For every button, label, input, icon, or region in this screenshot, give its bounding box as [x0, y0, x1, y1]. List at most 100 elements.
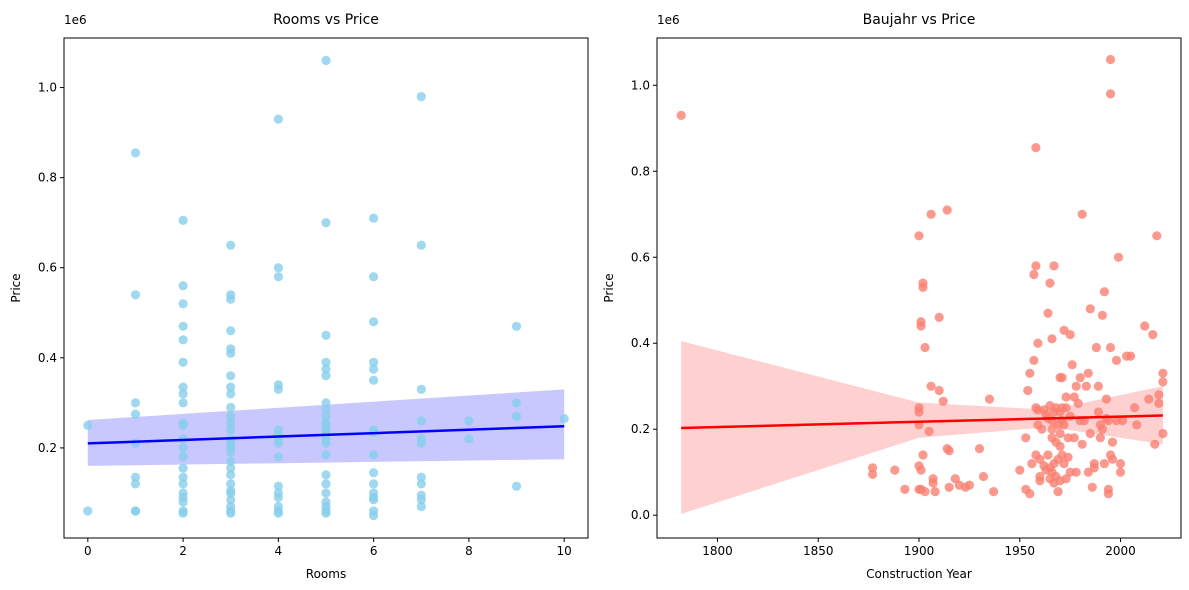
- data-point: [178, 443, 188, 453]
- data-point: [130, 506, 141, 516]
- data-point: [130, 479, 141, 489]
- data-point: [1103, 489, 1113, 499]
- data-point: [226, 456, 236, 466]
- data-point: [178, 281, 188, 291]
- data-point: [978, 471, 989, 482]
- data-point: [1027, 459, 1037, 469]
- data-point: [1071, 381, 1081, 391]
- y-tick-label: 0.4: [38, 351, 57, 365]
- data-point: [416, 438, 426, 448]
- data-point: [130, 290, 141, 300]
- data-point: [1025, 368, 1035, 378]
- data-point: [868, 469, 878, 479]
- data-point: [924, 426, 934, 436]
- y-offset-label: 1e6: [657, 13, 680, 27]
- y-tick-label: 0.4: [631, 336, 650, 350]
- chart-title: Rooms vs Price: [273, 12, 379, 28]
- data-point: [83, 506, 93, 516]
- data-point: [178, 472, 188, 482]
- data-point: [369, 468, 379, 478]
- data-point: [369, 357, 379, 367]
- x-tick-label: 4: [275, 544, 283, 558]
- data-point: [178, 299, 188, 309]
- data-point: [926, 209, 936, 219]
- data-point: [918, 278, 928, 288]
- data-point: [178, 420, 188, 430]
- baujahr-vs-price-panel: 1800 1850 1900 1950 2000 0.0 0.2 0.4 0.6 0.8 1.0 1e…: [602, 12, 1182, 581]
- data-point: [321, 508, 331, 518]
- y-tick-label: 0.8: [631, 164, 650, 178]
- data-point: [1126, 351, 1136, 361]
- data-point: [1158, 428, 1168, 439]
- regression-line: [681, 414, 1163, 430]
- data-point: [916, 465, 926, 475]
- data-point: [920, 487, 930, 497]
- data-point: [1071, 467, 1081, 477]
- data-point: [1043, 308, 1053, 318]
- data-point: [1144, 394, 1154, 404]
- data-point: [1154, 398, 1164, 408]
- data-point: [226, 402, 236, 412]
- plot-area: [83, 55, 569, 521]
- y-tick-label: 1.0: [631, 78, 650, 92]
- data-point: [934, 385, 944, 396]
- data-point: [321, 398, 331, 408]
- data-point: [1077, 209, 1087, 219]
- data-point: [1029, 355, 1039, 365]
- data-point: [1103, 416, 1113, 426]
- data-point: [226, 463, 236, 473]
- data-point: [1158, 368, 1168, 378]
- data-point: [178, 398, 188, 408]
- data-point: [226, 389, 236, 399]
- data-point: [226, 240, 236, 250]
- data-point: [226, 447, 236, 457]
- data-point: [1075, 373, 1085, 383]
- data-point: [1087, 482, 1097, 492]
- data-point: [1047, 334, 1057, 344]
- data-point: [1097, 310, 1107, 320]
- data-point: [938, 396, 948, 406]
- data-point: [1107, 437, 1118, 447]
- data-point: [1059, 420, 1069, 430]
- data-point: [1089, 463, 1099, 473]
- data-point: [1061, 403, 1071, 413]
- data-point: [916, 317, 926, 327]
- data-point: [178, 463, 188, 473]
- data-point: [1055, 428, 1065, 439]
- data-point: [1097, 424, 1107, 434]
- data-point: [944, 482, 954, 492]
- data-point: [130, 409, 141, 419]
- data-point: [1099, 459, 1109, 469]
- rooms-vs-price-panel: 0 2 4 6 8 10 0.2 0.4 0.6 0.8 1.0 1e6 Rooms vs Price R…: [9, 12, 589, 581]
- data-point: [416, 495, 426, 505]
- data-point: [1105, 89, 1116, 99]
- data-point: [1118, 416, 1128, 426]
- data-point: [416, 240, 426, 250]
- x-tick-label: 1850: [803, 544, 834, 558]
- data-point: [226, 425, 236, 435]
- data-point: [178, 497, 188, 507]
- data-point: [1111, 355, 1122, 365]
- y-tick-label: 0.2: [631, 422, 650, 436]
- x-tick-label: 2000: [1105, 544, 1136, 558]
- data-point: [130, 398, 141, 408]
- plot-area: [676, 54, 1168, 514]
- data-point: [1158, 377, 1168, 387]
- x-tick-label: 1900: [904, 544, 935, 558]
- data-point: [273, 492, 283, 503]
- data-point: [1015, 465, 1025, 475]
- data-point: [1073, 398, 1083, 408]
- data-point: [369, 510, 379, 521]
- y-tick-label: 0.2: [38, 441, 57, 455]
- data-point: [416, 384, 426, 394]
- data-point: [1115, 459, 1126, 469]
- data-point: [918, 450, 928, 460]
- data-point: [920, 342, 930, 353]
- data-point: [1105, 54, 1116, 65]
- x-axis-label: Rooms: [306, 567, 346, 581]
- data-point: [1067, 360, 1077, 370]
- data-point: [321, 450, 331, 460]
- y-tick-label: 1.0: [38, 81, 57, 95]
- data-point: [1033, 338, 1043, 348]
